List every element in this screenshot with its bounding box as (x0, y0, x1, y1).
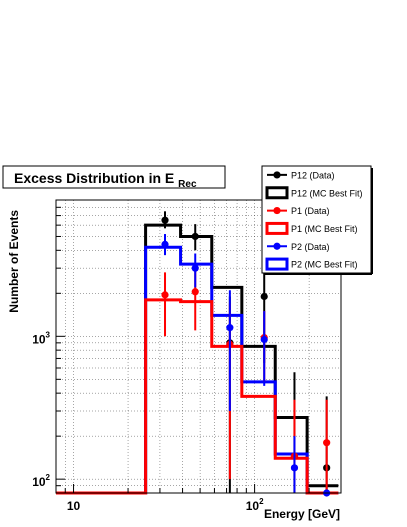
legend-label-p1-mc-best-fit-: P1 (MC Best Fit) (291, 224, 358, 234)
y-axis-label: Number of Events (7, 210, 21, 313)
legend-label-p2-data-: P2 (Data) (291, 242, 330, 252)
data-point-p1-data- (191, 288, 199, 296)
data-point-p2-data- (260, 335, 268, 344)
data-point-p12-data- (161, 216, 169, 224)
data-point-p2-data- (161, 240, 169, 248)
histogram-p12-mc-best-fit- (56, 223, 339, 495)
data-point-p2-data- (191, 264, 199, 272)
x-tick-label: 102 (246, 497, 264, 513)
data-point-p1-data- (323, 439, 331, 447)
histogram-p2-mc-best-fit- (56, 245, 339, 495)
histogram-p1-mc-best-fit- (56, 298, 339, 495)
legend-box (261, 165, 372, 274)
legend-label-p2-mc-best-fit-: P2 (MC Best Fit) (291, 260, 358, 270)
data-points (161, 211, 331, 497)
legend: P12 (Data) P12 (MC Best Fit) P1 (Data) P1 (… (261, 165, 373, 275)
legend-marker-p1-data- (273, 206, 281, 215)
data-point-p2-data- (226, 324, 234, 332)
legend-label-p1-data-: P1 (Data) (291, 206, 330, 216)
axis-ticks (55, 199, 342, 494)
data-point-p12-data- (191, 232, 199, 241)
data-point-p2-data- (290, 464, 299, 472)
chart-title: Excess Distribution in E (14, 170, 174, 186)
legend-marker-p2-mc-best-fit- (265, 257, 289, 271)
plot-frame (55, 199, 342, 494)
plot-area (55, 199, 342, 497)
title-box: Excess Distribution in E Rec (2, 165, 226, 190)
legend-label-p12-mc-best-fit-: P12 (MC Best Fit) (291, 188, 363, 198)
chart-title-subscript: Rec (178, 179, 197, 190)
tick-labels: 10 102 102 103 (32, 330, 264, 513)
legend-marker-p1-mc-best-fit- (265, 221, 289, 235)
x-axis-label: Energy [GeV] (264, 507, 340, 521)
x-tick-label: 10 (67, 499, 81, 513)
data-point-p12-data- (260, 292, 268, 301)
legend-marker-p12-mc-best-fit- (265, 186, 289, 200)
y-tick-label: 102 (32, 473, 50, 489)
legend-marker-p2-data- (273, 242, 281, 250)
y-tick-label: 103 (32, 330, 50, 346)
svg-text:Excess Distribution in E: Excess Distribution in E Rec (14, 170, 197, 190)
histograms (56, 223, 339, 495)
legend-label-p12-data-: P12 (Data) (291, 170, 335, 180)
legend-marker-p12-data- (273, 171, 281, 179)
data-point-p1-data- (161, 291, 169, 299)
